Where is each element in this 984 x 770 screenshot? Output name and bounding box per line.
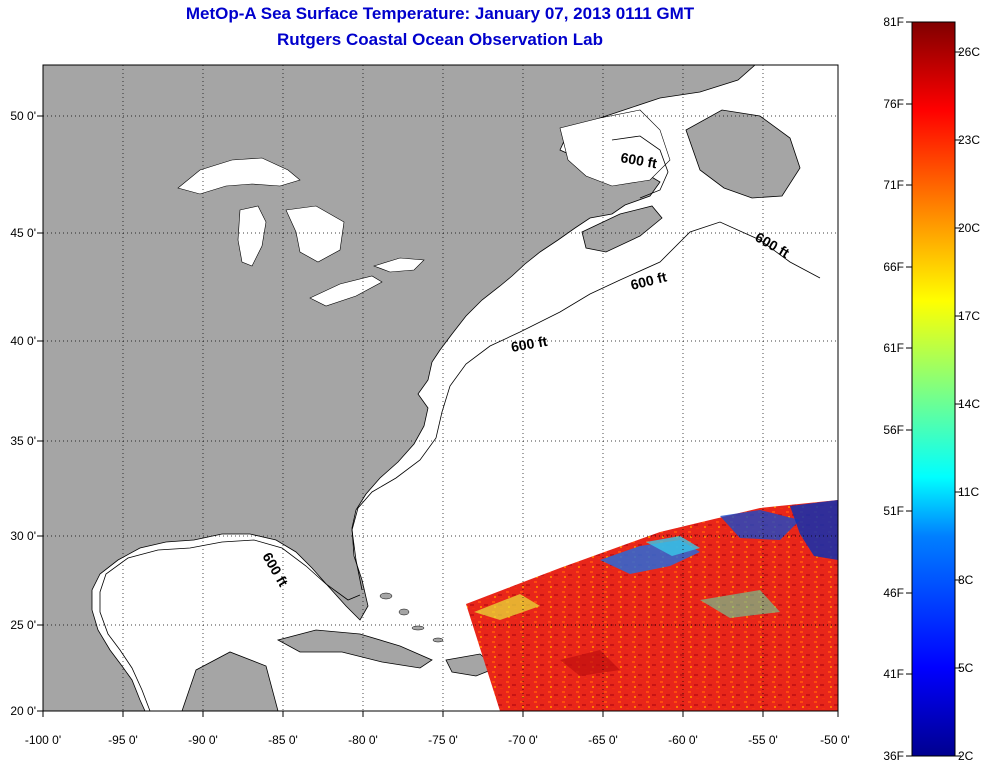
sst-satellite-swath: [466, 500, 838, 711]
yucatan-land: [181, 651, 279, 711]
celsius-label: 23C: [958, 133, 980, 147]
map-title: MetOp-A Sea Surface Temperature: January…: [185, 4, 695, 23]
fahrenheit-label: 81F: [883, 15, 904, 29]
lake-erie: [309, 275, 383, 307]
colorbar-celsius-labels: 26C 23C 20C 17C 14C 11C 8C 5C 2C: [958, 45, 980, 763]
colorbar-ticks: [906, 21, 961, 757]
lon-label: -80 0': [348, 733, 378, 747]
fahrenheit-label: 76F: [883, 97, 904, 111]
gulf-of-st-lawrence: [559, 109, 671, 187]
hispaniola-land: [445, 653, 497, 677]
celsius-label: 8C: [958, 573, 974, 587]
lat-label: 20 0': [10, 704, 36, 718]
celsius-label: 26C: [958, 45, 980, 59]
cuba-land: [276, 629, 433, 669]
map-graticule: [43, 65, 838, 711]
contour-label: 600 ft: [510, 333, 549, 355]
celsius-label: 2C: [958, 749, 974, 763]
map-subtitle: Rutgers Coastal Ocean Observation Lab: [277, 30, 603, 49]
bahamas-islands: [379, 592, 444, 643]
lon-label: -75 0': [428, 733, 458, 747]
lat-label: 45 0': [10, 226, 36, 240]
lon-label: -85 0': [268, 733, 298, 747]
lat-label: 25 0': [10, 618, 36, 632]
lon-label: -65 0': [588, 733, 618, 747]
lon-label: -70 0': [508, 733, 538, 747]
lon-label: -100 0': [25, 733, 61, 747]
lon-label: -60 0': [668, 733, 698, 747]
fahrenheit-label: 46F: [883, 586, 904, 600]
lake-ontario: [373, 257, 425, 273]
fahrenheit-label: 41F: [883, 667, 904, 681]
celsius-label: 20C: [958, 221, 980, 235]
celsius-label: 11C: [958, 485, 979, 499]
isobath-600ft-contour: [99, 135, 821, 711]
fahrenheit-label: 56F: [883, 423, 904, 437]
celsius-label: 5C: [958, 661, 974, 675]
temperature-colorbar: [911, 21, 956, 757]
fahrenheit-label: 61F: [883, 341, 904, 355]
axis-ticks: [37, 115, 839, 717]
fahrenheit-label: 36F: [883, 749, 904, 763]
latitude-labels: 50 0' 45 0' 40 0' 35 0' 30 0' 25 0' 20 0…: [10, 109, 36, 718]
newfoundland-land: [685, 109, 801, 199]
lon-label: -50 0': [820, 733, 850, 747]
lat-label: 35 0': [10, 434, 36, 448]
lake-superior: [177, 157, 301, 195]
celsius-label: 14C: [958, 397, 980, 411]
nova-scotia-land: [581, 205, 663, 253]
lake-michigan: [237, 205, 267, 267]
colorbar-fahrenheit-labels: 81F 76F 71F 66F 61F 56F 51F 46F 41F 36F: [883, 15, 904, 763]
lat-label: 40 0': [10, 334, 36, 348]
fahrenheit-label: 66F: [883, 260, 904, 274]
contour-label: 600 ft: [619, 149, 658, 171]
lon-label: -55 0': [748, 733, 778, 747]
lon-label: -90 0': [188, 733, 218, 747]
celsius-label: 17C: [958, 309, 980, 323]
lake-huron: [285, 205, 345, 263]
longitude-labels: -100 0' -95 0' -90 0' -85 0' -80 0' -75 …: [25, 733, 850, 747]
fahrenheit-label: 71F: [883, 178, 904, 192]
lon-label: -95 0': [108, 733, 138, 747]
map-frame: [42, 64, 839, 712]
lat-label: 50 0': [10, 109, 36, 123]
fahrenheit-label: 51F: [883, 504, 904, 518]
lat-label: 30 0': [10, 529, 36, 543]
